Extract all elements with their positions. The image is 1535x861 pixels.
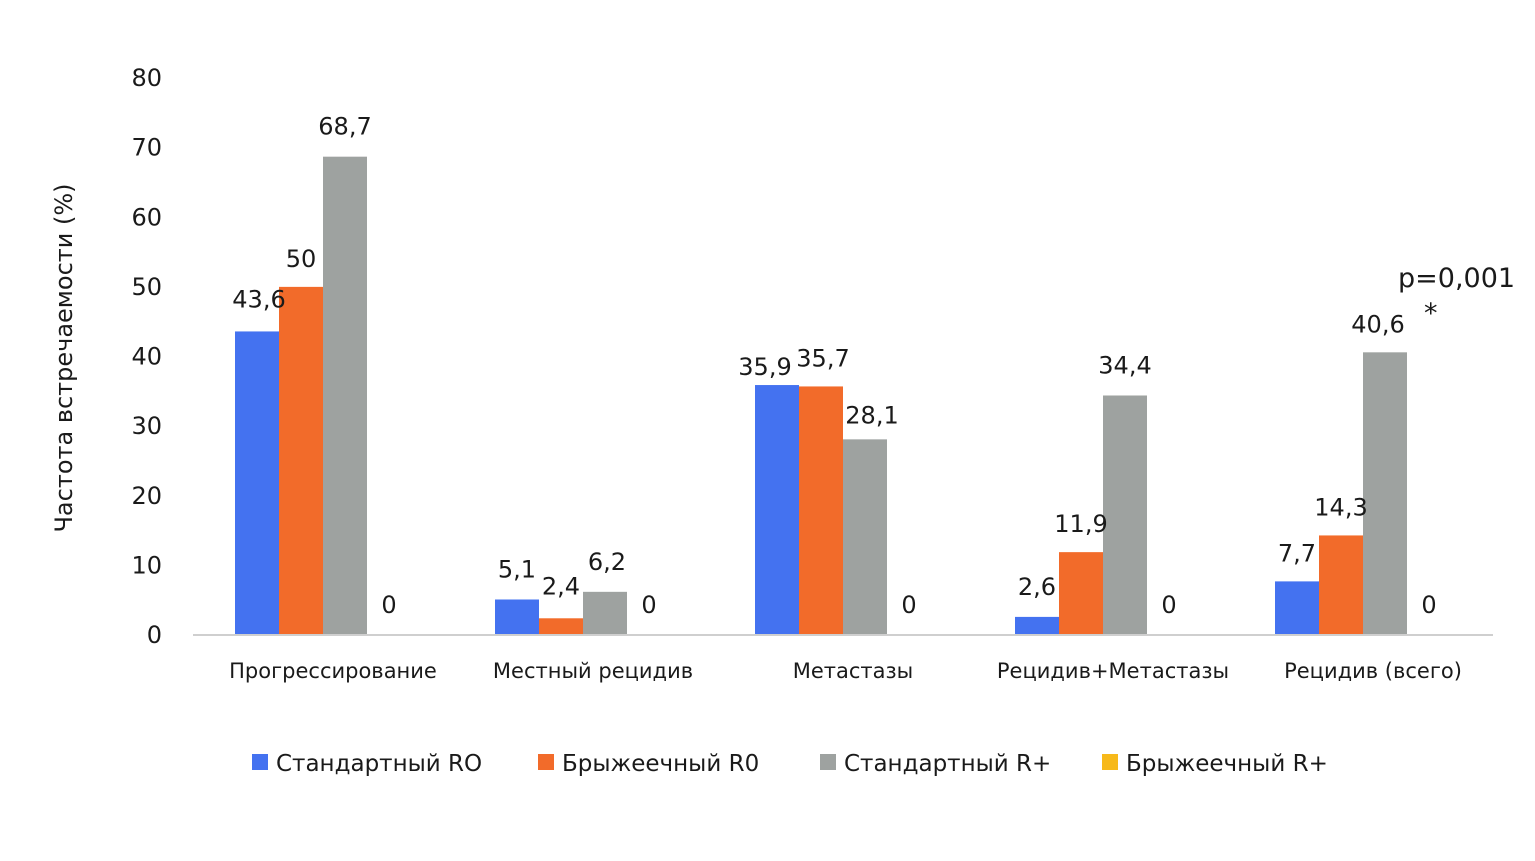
bar xyxy=(583,591,627,635)
bar xyxy=(1015,616,1059,635)
data-label: 2,4 xyxy=(542,572,580,600)
bar xyxy=(323,156,367,635)
bar xyxy=(539,618,583,635)
y-tick-label: 10 xyxy=(131,551,162,579)
data-label: 11,9 xyxy=(1054,510,1107,538)
data-label: 14,3 xyxy=(1314,493,1367,521)
bar xyxy=(843,439,887,635)
y-tick-label: 0 xyxy=(147,621,162,649)
data-label: 68,7 xyxy=(318,113,371,141)
bar xyxy=(1059,552,1103,635)
data-label: 34,4 xyxy=(1098,351,1151,379)
data-label: 43,6 xyxy=(232,285,285,313)
legend-item: Стандартный R+ xyxy=(820,751,1051,777)
data-label: 0 xyxy=(1421,591,1436,619)
legend-swatch xyxy=(252,754,268,770)
bar xyxy=(755,385,799,635)
y-tick-label: 60 xyxy=(131,203,162,231)
x-category-label: Метастазы xyxy=(793,659,914,683)
data-label: 35,9 xyxy=(738,353,791,381)
data-label: 40,6 xyxy=(1351,310,1404,338)
data-label: 28,1 xyxy=(845,401,898,429)
x-category-label: Рецидив (всего) xyxy=(1284,659,1462,683)
bar xyxy=(1319,535,1363,635)
bar xyxy=(1275,581,1319,635)
y-tick-label: 20 xyxy=(131,482,162,510)
bars xyxy=(235,156,1407,635)
data-label: 2,6 xyxy=(1018,573,1056,601)
bar xyxy=(235,331,279,635)
legend-label: Брыжеечный R+ xyxy=(1126,751,1328,777)
bar xyxy=(279,286,323,635)
y-axis: 0 10 20 30 40 50 60 70 80 xyxy=(131,64,162,649)
bar xyxy=(495,599,539,635)
legend-label: Стандартный R+ xyxy=(844,751,1051,777)
data-label: 0 xyxy=(901,591,916,619)
bar xyxy=(799,386,843,635)
y-axis-title: Частота встречаемости (%) xyxy=(50,183,78,532)
data-label: 0 xyxy=(1161,591,1176,619)
y-tick-label: 80 xyxy=(131,64,162,92)
y-tick-label: 50 xyxy=(131,273,162,301)
data-label: 5,1 xyxy=(498,555,536,583)
data-label: 6,2 xyxy=(588,548,626,576)
legend-swatch xyxy=(820,754,836,770)
legend-label: Стандартный RO xyxy=(276,751,482,777)
data-label: 7,7 xyxy=(1278,539,1316,567)
bar xyxy=(1363,352,1407,635)
legend-label: Брыжеечный R0 xyxy=(562,751,759,777)
bar xyxy=(1103,395,1147,635)
x-category-label: Прогрессирование xyxy=(229,659,437,683)
p-value-annotation: p=0,001 xyxy=(1398,263,1515,294)
y-tick-label: 40 xyxy=(131,343,162,371)
data-labels: 43,650 68,7 0 5,12,4 6,2 0 35,9 35,7 28,1 0 2,6 11,… xyxy=(232,113,1436,619)
x-axis: Прогрессирование Местный рецидив Метастазы… xyxy=(229,659,1462,683)
legend-item: Брыжеечный R0 xyxy=(538,751,759,777)
x-category-label: Рецидив+Метастазы xyxy=(997,659,1229,683)
data-label: 50 xyxy=(286,245,317,273)
legend: Стандартный RO Брыжеечный R0 Стандартный R… xyxy=(252,751,1328,777)
y-tick-label: 30 xyxy=(131,412,162,440)
data-label: 35,7 xyxy=(796,344,849,372)
legend-item: Брыжеечный R+ xyxy=(1102,751,1328,777)
y-tick-label: 70 xyxy=(131,134,162,162)
legend-swatch xyxy=(538,754,554,770)
legend-swatch xyxy=(1102,754,1118,770)
significance-asterisk: * xyxy=(1424,298,1438,329)
legend-item: Стандартный RO xyxy=(252,751,482,777)
data-label: 0 xyxy=(641,591,656,619)
x-category-label: Местный рецидив xyxy=(493,659,693,683)
data-label: 0 xyxy=(381,591,396,619)
